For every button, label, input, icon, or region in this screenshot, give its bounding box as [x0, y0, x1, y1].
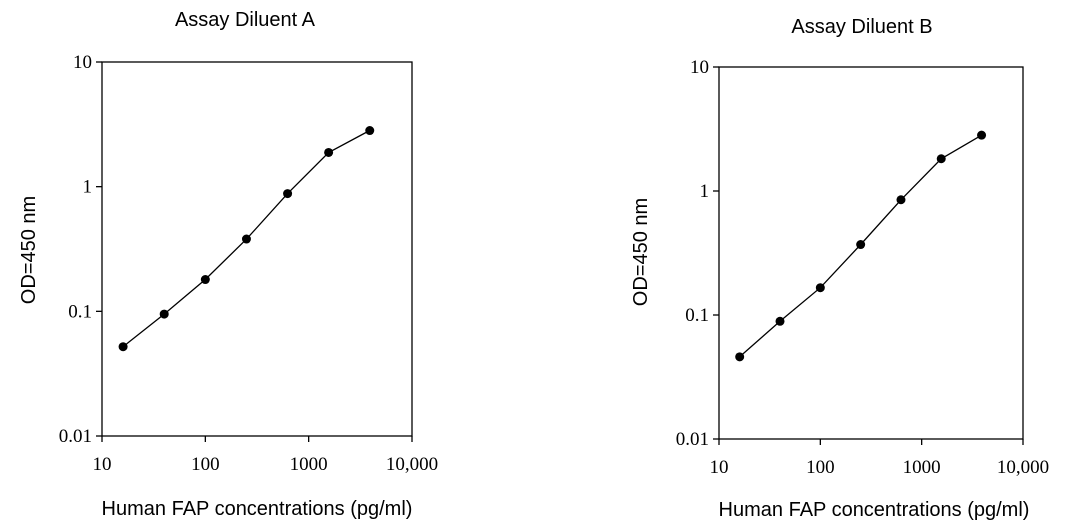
data-point	[200, 275, 210, 285]
y-tick-label: 0.1	[685, 305, 709, 326]
y-tick-label: 0.01	[59, 426, 92, 447]
x-tick-label: 100	[191, 454, 220, 475]
x-axis-label: Human FAP concentrations (pg/ml)	[719, 499, 1030, 521]
x-axis-label: Human FAP concentrations (pg/ml)	[102, 498, 413, 520]
data-point	[977, 130, 987, 140]
y-tick-label: 10	[73, 52, 92, 73]
y-axis-label: OD=450 nm	[630, 198, 652, 306]
data-point	[365, 126, 375, 136]
data-point	[241, 234, 251, 244]
x-tick-label: 100	[806, 457, 835, 478]
chart-a: Assay Diluent A 10 100 1000 10,000 0.01 0.1 1 10…	[18, 9, 438, 520]
y-tick-label: 0.01	[676, 429, 709, 450]
x-tick-label: 1000	[290, 454, 328, 475]
y-tick-label: 1	[83, 177, 93, 198]
chart-title: Assay Diluent B	[791, 16, 932, 38]
chart-panel-a: Assay Diluent A 10 100 1000 10,000 0.01 0.1 1 10…	[0, 0, 537, 527]
chart-title: Assay Diluent A	[175, 9, 316, 31]
chart-b: Assay Diluent B 10 100 1000 10,000 0.01 0.1 1 10…	[630, 16, 1049, 521]
data-point	[775, 316, 785, 326]
data-point	[324, 147, 334, 157]
y-tick-label: 1	[700, 181, 710, 202]
plot-area-frame	[718, 66, 1024, 440]
y-tick-label: 0.1	[68, 301, 92, 322]
data-point	[856, 240, 866, 250]
x-tick-label: 10,000	[386, 454, 438, 475]
chart-panel-b: Assay Diluent B 10 100 1000 10,000 0.01 0.1 1 10…	[537, 0, 1075, 527]
data-point	[896, 195, 906, 205]
data-point	[283, 189, 293, 199]
plot-area-frame	[101, 61, 413, 437]
data-point	[936, 154, 946, 164]
y-tick-label: 10	[690, 57, 709, 78]
x-tick-label: 10,000	[997, 457, 1049, 478]
x-tick-label: 10	[93, 454, 112, 475]
data-point	[735, 352, 745, 362]
data-point	[159, 309, 169, 319]
data-point	[815, 283, 825, 293]
x-tick-label: 1000	[903, 457, 941, 478]
data-point	[118, 342, 128, 352]
y-axis-label: OD=450 nm	[18, 196, 40, 304]
x-tick-label: 10	[710, 457, 729, 478]
